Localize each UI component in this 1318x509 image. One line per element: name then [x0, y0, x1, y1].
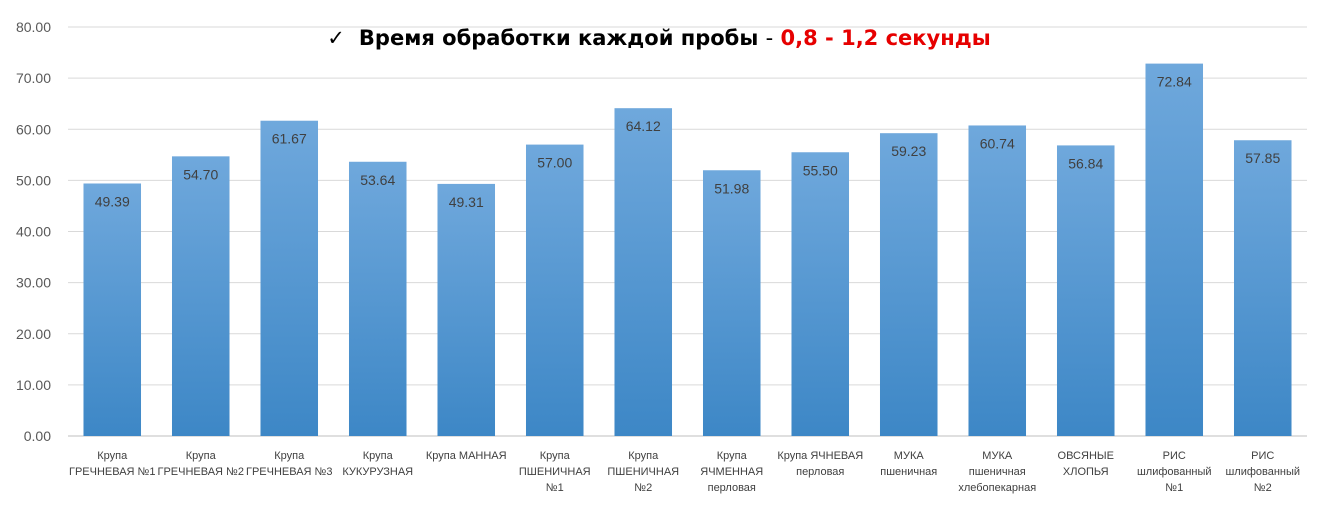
data-label: 57.85 [1245, 150, 1280, 166]
x-tick-label: Крупа ЯЧМЕННАЯ перловая [700, 450, 763, 494]
bar [702, 170, 761, 436]
bar [879, 133, 938, 436]
data-label: 51.98 [714, 180, 749, 196]
data-label: 57.00 [537, 155, 572, 171]
data-label: 64.12 [626, 118, 661, 134]
y-tick-label: 10.00 [16, 377, 51, 393]
title-main: Время обработки каждой пробы [358, 26, 759, 50]
data-labels: 49.39 54.70 61.67 53.64 49.31 57.00 64.12 51.98… [95, 74, 1281, 210]
title-separator: - [765, 26, 774, 50]
y-tick-label: 50.00 [16, 172, 51, 188]
x-tick-label: МУКА пшеничная [880, 450, 937, 478]
y-tick-label: 0.00 [24, 428, 51, 444]
x-tick-label: Крупа ГРЕЧНЕВАЯ №2 [158, 450, 244, 478]
bar [260, 120, 319, 436]
bar [614, 108, 673, 437]
x-tick-label: Крупа ГРЕЧНЕВАЯ №1 [69, 450, 155, 478]
data-label: 72.84 [1157, 74, 1192, 90]
title-highlight: 0,8 - 1,2 секунды [780, 26, 991, 50]
x-tick-label: РИС шлифованный №1 [1137, 450, 1212, 494]
bar [1233, 140, 1292, 436]
gridlines [68, 26, 1307, 437]
bar [1056, 145, 1115, 436]
data-label: 49.31 [449, 194, 484, 210]
data-label: 55.50 [803, 162, 838, 178]
y-tick-label: 20.00 [16, 326, 51, 342]
x-tick-label: Крупа ПШЕНИЧНАЯ №2 [607, 450, 679, 494]
bar [1145, 63, 1204, 436]
data-label: 54.70 [183, 166, 218, 182]
chart-title: ✓ Время обработки каждой пробы - 0,8 - 1,… [0, 26, 1318, 50]
check-mark-icon: ✓ [327, 26, 345, 50]
bar [525, 144, 584, 436]
bar [968, 125, 1027, 437]
y-tick-label: 60.00 [16, 121, 51, 137]
y-tick-label: 70.00 [16, 70, 51, 86]
data-label: 49.39 [95, 193, 130, 209]
y-axis: 0.00 10.00 20.00 30.00 40.00 50.00 60.00 70.00 8… [16, 19, 51, 444]
bar [437, 183, 496, 436]
data-label: 56.84 [1068, 155, 1103, 171]
bar [791, 152, 850, 436]
x-tick-label: МУКА пшеничная хлебопекарная [958, 450, 1036, 494]
x-tick-label: РИС шлифованный №2 [1225, 450, 1300, 494]
bar [83, 183, 142, 436]
data-label: 53.64 [360, 172, 395, 188]
bar [171, 156, 230, 436]
data-label: 60.74 [980, 135, 1015, 151]
x-tick-label: Крупа ГРЕЧНЕВАЯ №3 [246, 450, 332, 478]
bars [83, 63, 1292, 437]
x-tick-label: Крупа КУКУРУЗНАЯ [342, 450, 413, 478]
y-tick-label: 80.00 [16, 19, 51, 35]
x-tick-label: ОВСЯНЫЕ ХЛОПЬЯ [1058, 450, 1114, 478]
x-tick-label: Крупа МАННАЯ [426, 450, 507, 462]
x-tick-label: Крупа ЯЧНЕВАЯ перловая [777, 450, 863, 478]
y-tick-label: 30.00 [16, 275, 51, 291]
data-label: 59.23 [891, 143, 926, 159]
y-tick-label: 40.00 [16, 224, 51, 240]
bar [348, 161, 407, 436]
data-label: 61.67 [272, 131, 307, 147]
x-tick-label: Крупа ПШЕНИЧНАЯ №1 [519, 450, 591, 494]
